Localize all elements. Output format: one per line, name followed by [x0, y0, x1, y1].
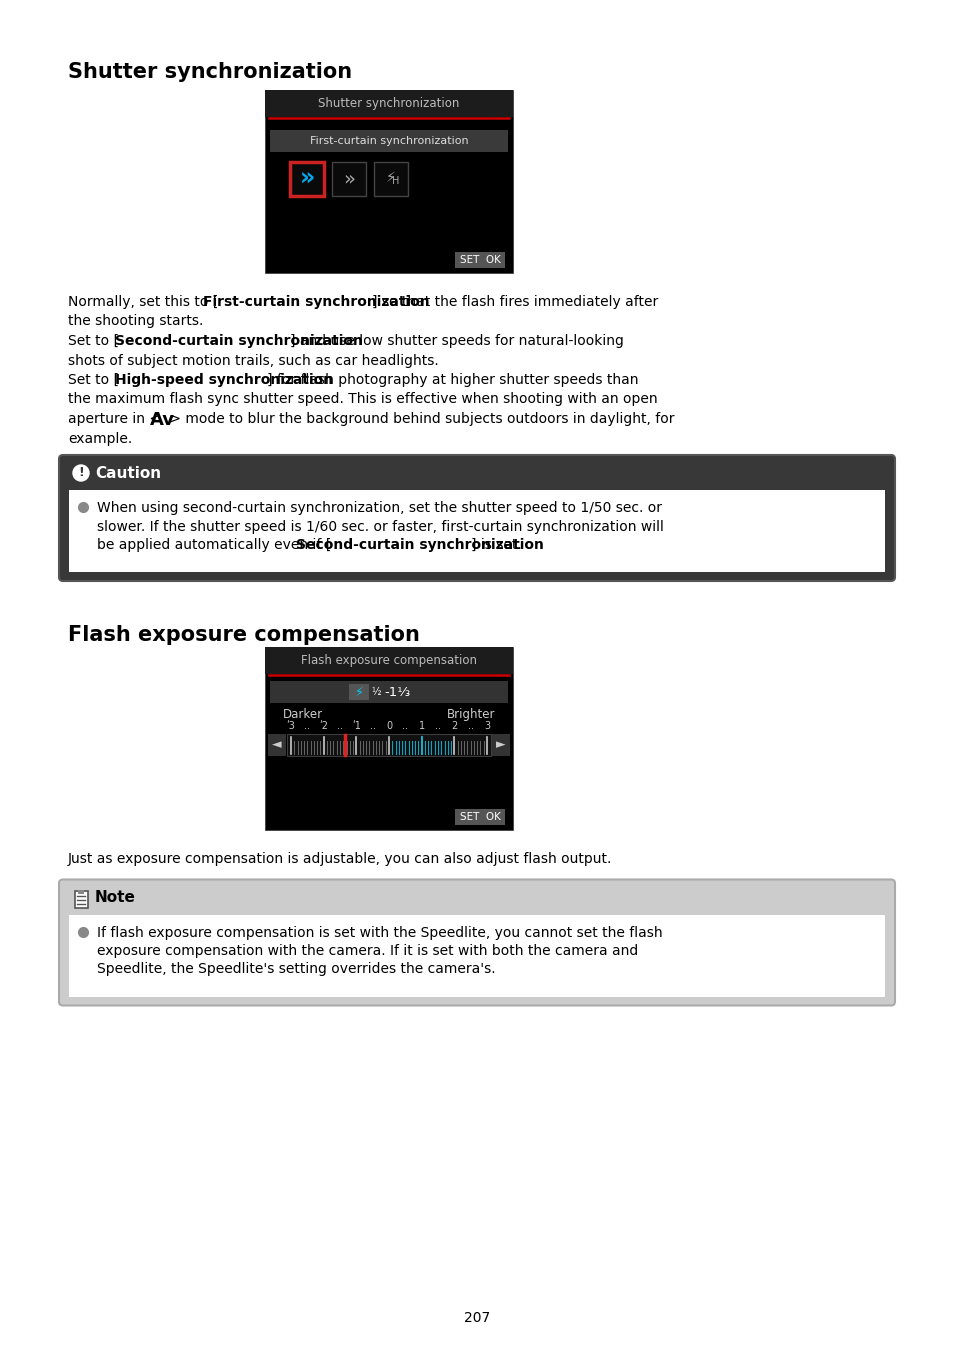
- Bar: [492, 734, 510, 756]
- Text: ʹ3: ʹ3: [286, 721, 295, 730]
- Text: H: H: [392, 176, 399, 186]
- Text: SET  OK: SET OK: [459, 812, 500, 822]
- Text: ◄: ◄: [272, 738, 281, 752]
- Bar: [75, 890, 88, 908]
- Text: Av: Av: [150, 412, 174, 429]
- Text: Set to [: Set to [: [68, 334, 119, 348]
- Bar: [268, 734, 286, 756]
- Bar: [374, 161, 408, 196]
- Text: ] so that the flash fires immediately after: ] so that the flash fires immediately af…: [372, 295, 658, 309]
- Text: 207: 207: [463, 1311, 490, 1325]
- Text: Flash exposure compensation: Flash exposure compensation: [301, 654, 476, 667]
- Text: ] for flash photography at higher shutter speeds than: ] for flash photography at higher shutte…: [267, 373, 638, 387]
- FancyBboxPatch shape: [59, 455, 894, 581]
- Text: Shutter synchronization: Shutter synchronization: [68, 62, 352, 82]
- Text: High-speed synchronization: High-speed synchronization: [114, 373, 333, 387]
- Bar: [455, 808, 504, 824]
- Text: When using second-curtain synchronization, set the shutter speed to 1/50 sec. or: When using second-curtain synchronizatio…: [97, 500, 661, 515]
- Text: SET  OK: SET OK: [459, 256, 500, 265]
- Text: Just as exposure compensation is adjustable, you can also adjust flash output.: Just as exposure compensation is adjusta…: [68, 851, 612, 866]
- Text: If flash exposure compensation is set with the Speedlite, you cannot set the fla: If flash exposure compensation is set wi…: [97, 925, 662, 940]
- Circle shape: [73, 465, 89, 482]
- Text: ..: ..: [467, 721, 474, 730]
- Text: Darker: Darker: [283, 707, 323, 721]
- Text: ..: ..: [336, 721, 343, 730]
- Text: example.: example.: [68, 432, 132, 445]
- Text: the maximum flash sync shutter speed. This is effective when shooting with an op: the maximum flash sync shutter speed. Th…: [68, 393, 657, 406]
- Text: Caution: Caution: [95, 465, 161, 480]
- Text: 1: 1: [418, 721, 424, 730]
- Text: ⚡: ⚡: [386, 171, 395, 186]
- Text: Second-curtain synchronization: Second-curtain synchronization: [114, 334, 362, 348]
- Bar: [287, 734, 491, 756]
- Text: ʹ1: ʹ1: [352, 721, 360, 730]
- Text: 3: 3: [483, 721, 490, 730]
- Text: ½: ½: [371, 687, 380, 697]
- Text: the shooting starts.: the shooting starts.: [68, 315, 203, 328]
- Bar: [455, 252, 504, 268]
- Text: ʹ2: ʹ2: [319, 721, 328, 730]
- Bar: [349, 685, 369, 699]
- FancyBboxPatch shape: [59, 880, 894, 1006]
- Text: ►: ►: [496, 738, 505, 752]
- Bar: [78, 889, 84, 893]
- Text: Brighter: Brighter: [446, 707, 495, 721]
- Bar: [270, 130, 507, 152]
- Bar: [290, 161, 324, 196]
- Text: ] is set.: ] is set.: [471, 538, 521, 551]
- Bar: [265, 90, 513, 117]
- Text: ..: ..: [369, 721, 375, 730]
- Text: »: »: [343, 169, 355, 188]
- Bar: [69, 490, 884, 572]
- Text: 0: 0: [386, 721, 392, 730]
- Text: Speedlite, the Speedlite's setting overrides the camera's.: Speedlite, the Speedlite's setting overr…: [97, 963, 496, 976]
- Text: slower. If the shutter speed is 1/60 sec. or faster, first-curtain synchronizati: slower. If the shutter speed is 1/60 sec…: [97, 519, 663, 534]
- Text: ⚡: ⚡: [355, 686, 363, 698]
- Text: -1⅓: -1⅓: [384, 686, 410, 698]
- Text: Second-curtain synchronization: Second-curtain synchronization: [295, 538, 543, 551]
- Text: 2: 2: [451, 721, 457, 730]
- Text: Set to [: Set to [: [68, 373, 119, 387]
- Text: ] and use low shutter speeds for natural-looking: ] and use low shutter speeds for natural…: [290, 334, 623, 348]
- Text: > mode to blur the background behind subjects outdoors in daylight, for: > mode to blur the background behind sub…: [165, 412, 674, 426]
- Text: »: »: [299, 167, 314, 191]
- Bar: [265, 647, 513, 674]
- Text: exposure compensation with the camera. If it is set with both the camera and: exposure compensation with the camera. I…: [97, 944, 638, 958]
- Text: Flash exposure compensation: Flash exposure compensation: [68, 625, 419, 646]
- Text: ..: ..: [402, 721, 408, 730]
- Bar: [69, 915, 884, 997]
- Text: First-curtain synchronization: First-curtain synchronization: [310, 136, 468, 147]
- Bar: [332, 161, 366, 196]
- Text: Normally, set this to [: Normally, set this to [: [68, 295, 218, 309]
- Text: !: !: [78, 465, 84, 479]
- Text: ..: ..: [304, 721, 310, 730]
- Bar: [265, 647, 513, 830]
- Text: Shutter synchronization: Shutter synchronization: [318, 97, 459, 110]
- Text: aperture in <: aperture in <: [68, 412, 165, 426]
- Bar: [270, 681, 507, 703]
- Bar: [265, 90, 513, 273]
- Text: be applied automatically even if [: be applied automatically even if [: [97, 538, 331, 551]
- Text: First-curtain synchronization: First-curtain synchronization: [202, 295, 429, 309]
- Text: shots of subject motion trails, such as car headlights.: shots of subject motion trails, such as …: [68, 354, 438, 367]
- Text: ..: ..: [435, 721, 440, 730]
- Text: Note: Note: [95, 890, 135, 905]
